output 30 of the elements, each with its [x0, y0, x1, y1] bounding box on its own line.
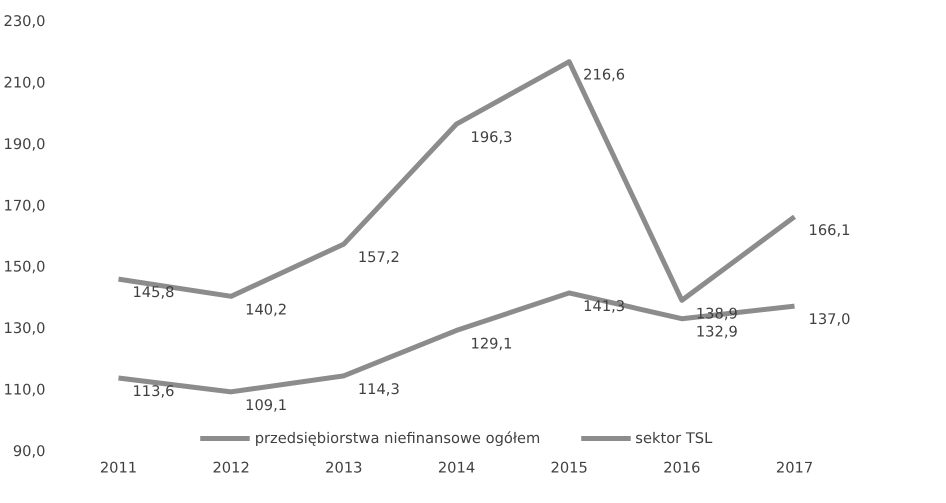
x-tick-label: 2012 [212, 460, 250, 476]
x-tick-label: 2013 [325, 460, 362, 476]
y-tick-label: 90,0 [12, 443, 46, 460]
y-tick-label: 110,0 [4, 382, 46, 399]
data-label: 196,3 [470, 129, 512, 146]
x-tick-label: 2015 [550, 460, 588, 476]
y-tick-label: 210,0 [4, 74, 46, 92]
data-label: 113,6 [132, 383, 174, 400]
data-label: 166,1 [808, 222, 850, 239]
y-tick-label: 230,0 [4, 13, 46, 30]
x-tick-label: 2014 [438, 460, 476, 476]
data-label: 216,6 [583, 66, 626, 84]
data-label: 129,1 [470, 335, 512, 352]
data-label: 157,2 [358, 249, 400, 266]
data-label: 132,9 [696, 324, 738, 341]
y-tick-label: 130,0 [4, 320, 46, 338]
data-label: 137,0 [808, 311, 850, 328]
data-label: 114,3 [358, 380, 400, 398]
data-label: 141,3 [583, 298, 626, 315]
legend-label: sektor TSL [635, 430, 712, 446]
x-tick-label: 2011 [100, 460, 138, 476]
y-tick-label: 190,0 [4, 136, 46, 153]
data-label: 109,1 [245, 396, 288, 414]
x-tick-label: 2016 [663, 460, 701, 476]
y-tick-label: 150,0 [4, 258, 46, 276]
legend-label: przedsiębiorstwa niefinansowe ogółem [254, 430, 540, 446]
data-label: 140,2 [245, 301, 288, 318]
data-label: 145,8 [132, 284, 174, 302]
x-tick-label: 2017 [776, 460, 814, 476]
y-tick-label: 170,0 [4, 197, 46, 214]
